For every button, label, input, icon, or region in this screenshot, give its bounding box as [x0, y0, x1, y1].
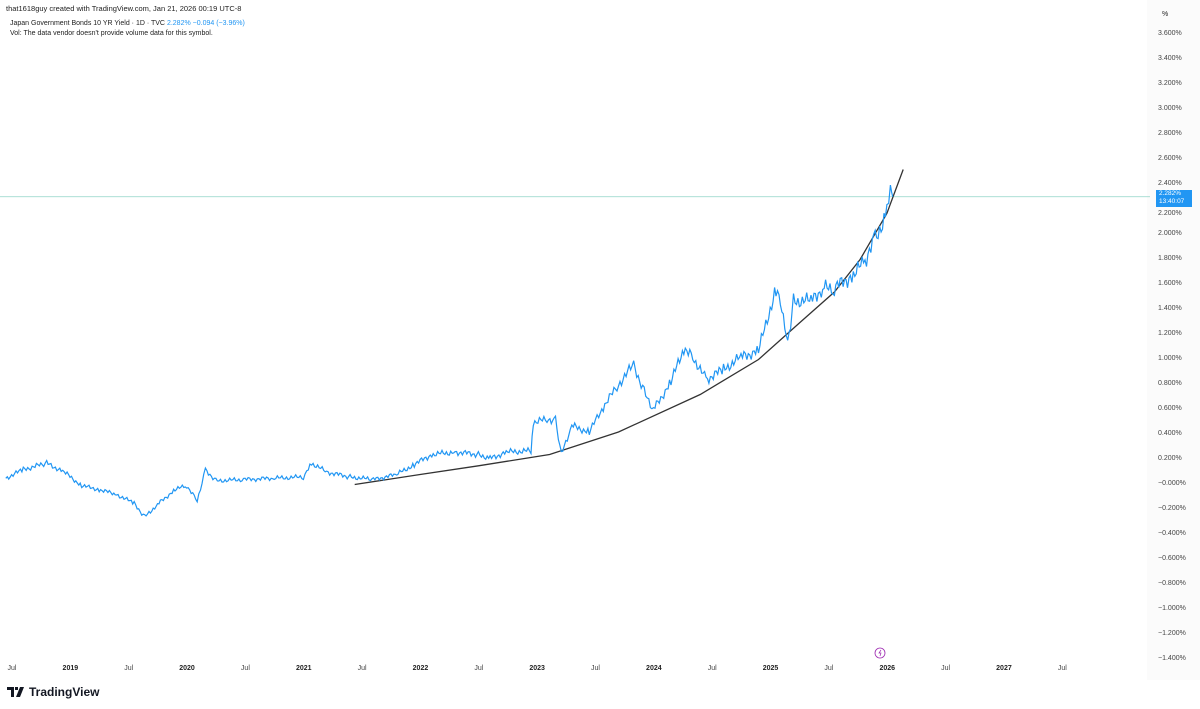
change-value: −0.094 (−3.96%): [192, 20, 245, 27]
unit-label: %: [1162, 11, 1169, 18]
y-tick-label: 1.600%: [1158, 280, 1182, 287]
y-tick-label: 1.000%: [1158, 355, 1182, 362]
x-tick-label: Jul: [8, 665, 17, 672]
y-tick-label: −1.000%: [1158, 605, 1186, 612]
y-tick-label: 3.600%: [1158, 30, 1182, 37]
y-tick-label: 1.400%: [1158, 305, 1182, 312]
lightning-icon: [878, 649, 882, 657]
y-tick-label: 2.400%: [1158, 180, 1182, 187]
y-tick-label: −0.400%: [1158, 530, 1186, 537]
x-tick-label: 2021: [296, 665, 312, 672]
x-tick-label: 2022: [413, 665, 429, 672]
x-tick-label: 2023: [529, 665, 545, 672]
x-tick-label: Jul: [124, 665, 133, 672]
y-tick-label: 2.800%: [1158, 130, 1182, 137]
y-tick-label: 3.000%: [1158, 105, 1182, 112]
tradingview-logo[interactable]: TradingView: [7, 685, 99, 699]
x-tick-label: 2024: [646, 665, 662, 672]
yield-series-line: [5, 184, 894, 517]
x-tick-label: Jul: [474, 665, 483, 672]
logo-text: TradingView: [29, 685, 100, 699]
symbol-legend: Japan Government Bonds 10 YR Yield · 1D …: [10, 19, 245, 39]
price-axis-pane[interactable]: [1147, 0, 1200, 680]
y-tick-label: 2.600%: [1158, 155, 1182, 162]
y-tick-label: −0.200%: [1158, 505, 1186, 512]
current-price-label: 2.282% 13:40:07: [1156, 190, 1192, 207]
chart-credit: that1618guy created with TradingView.com…: [6, 4, 242, 13]
y-tick-label: −1.200%: [1158, 630, 1186, 637]
x-tick-label: 2020: [179, 665, 195, 672]
x-tick-label: 2025: [763, 665, 779, 672]
volume-note: Vol: The data vendor doesn't provide vol…: [10, 30, 213, 37]
y-tick-label: 1.200%: [1158, 330, 1182, 337]
x-tick-label: 2027: [996, 665, 1012, 672]
y-tick-label: 3.400%: [1158, 55, 1182, 62]
x-tick-label: 2019: [63, 665, 79, 672]
x-tick-label: Jul: [1058, 665, 1067, 672]
bar-countdown: 13:40:07: [1159, 198, 1185, 205]
trend-curve: [354, 169, 904, 486]
y-tick-label: 0.600%: [1158, 405, 1182, 412]
y-tick-label: 2.200%: [1158, 210, 1182, 217]
y-tick-label: 0.200%: [1158, 455, 1182, 462]
x-tick-label: Jul: [824, 665, 833, 672]
y-tick-label: 2.000%: [1158, 230, 1182, 237]
x-tick-label: Jul: [591, 665, 600, 672]
x-tick-label: Jul: [708, 665, 717, 672]
x-tick-label: Jul: [241, 665, 250, 672]
current-price-value: 2.282%: [1159, 190, 1182, 197]
x-tick-label: Jul: [358, 665, 367, 672]
x-tick-label: 2026: [879, 665, 895, 672]
tradingview-logo-icon: [7, 687, 24, 697]
symbol-title[interactable]: Japan Government Bonds 10 YR Yield · 1D …: [10, 20, 165, 27]
y-tick-label: −0.800%: [1158, 580, 1186, 587]
y-tick-label: −0.000%: [1158, 480, 1186, 487]
y-tick-label: −0.600%: [1158, 555, 1186, 562]
y-tick-label: 0.400%: [1158, 430, 1182, 437]
y-tick-label: 1.800%: [1158, 255, 1182, 262]
y-tick-label: 0.800%: [1158, 380, 1182, 387]
last-value: 2.282%: [166, 20, 191, 27]
x-tick-label: Jul: [941, 665, 950, 672]
y-tick-label: 3.200%: [1158, 80, 1182, 87]
y-tick-label: −1.400%: [1158, 655, 1186, 662]
